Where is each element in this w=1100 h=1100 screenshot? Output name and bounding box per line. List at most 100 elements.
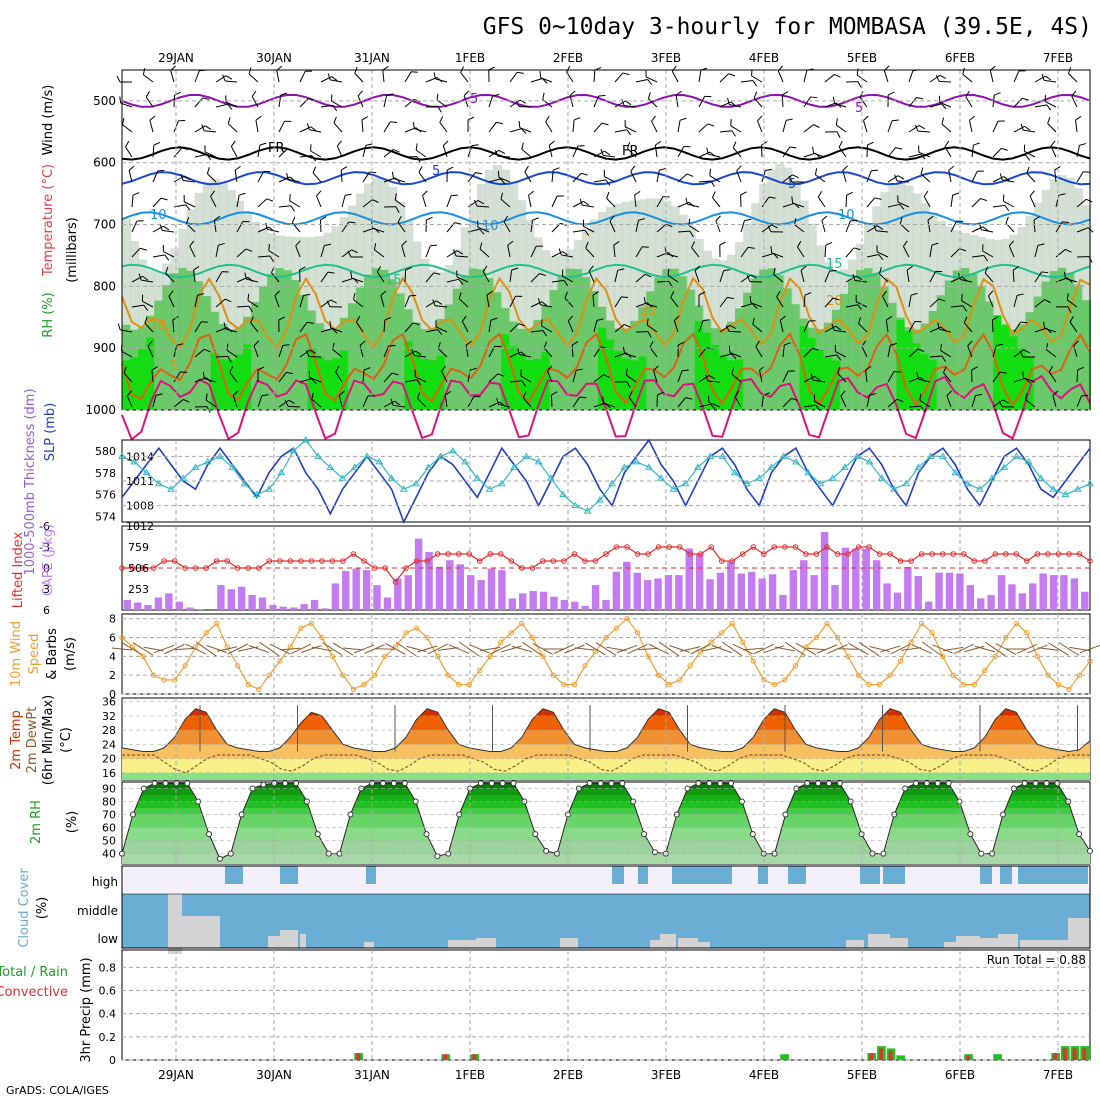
wind-barb — [509, 267, 519, 283]
wind-barb — [810, 373, 826, 383]
wind-barb — [992, 343, 1003, 358]
cloud-gap — [476, 938, 496, 948]
rh-shade — [654, 277, 664, 410]
wind-barb — [992, 399, 1009, 408]
wind-barb — [656, 167, 666, 183]
rh-point — [923, 780, 930, 787]
barb-flag — [128, 165, 135, 171]
barb-flag — [564, 291, 568, 299]
barb-staff — [404, 379, 417, 383]
thickness-point — [1073, 485, 1082, 492]
barb-staff — [1073, 345, 1078, 358]
wind-barb — [501, 645, 522, 653]
barb-flag — [401, 240, 407, 246]
rh-shade — [404, 341, 414, 410]
barb-flag — [308, 98, 316, 102]
barb-flag — [268, 243, 270, 251]
barb-flag — [645, 70, 647, 77]
cloud-high-block — [280, 866, 298, 884]
wind-barb — [122, 117, 133, 133]
barb-staff — [173, 147, 183, 158]
cape-bar — [342, 570, 350, 610]
wind-barb — [1034, 75, 1052, 83]
wind-barb — [894, 174, 910, 183]
wind-barb — [998, 400, 1015, 408]
barb-flag — [728, 345, 731, 353]
barb-staff — [866, 170, 872, 183]
barb-staff — [761, 196, 770, 208]
barb-flag — [558, 248, 562, 256]
wind-barb — [295, 240, 301, 258]
wind-barb — [528, 190, 535, 208]
wind-barb — [812, 146, 826, 158]
rh-shade — [896, 319, 906, 410]
y-tick-label: 2 — [109, 669, 116, 682]
barb-staff — [604, 176, 616, 183]
barb-flag — [503, 215, 509, 222]
barb-staff — [213, 220, 217, 233]
barb-staff — [992, 148, 1002, 158]
y-tick-label: 253 — [128, 583, 149, 596]
barb-flag — [598, 95, 606, 97]
barb-flag — [682, 369, 689, 372]
barb-flag — [984, 266, 989, 274]
barb-staff — [688, 225, 700, 233]
wind-barb — [305, 350, 322, 358]
cloud-gap — [300, 934, 306, 948]
wind-barb — [824, 241, 833, 258]
barb-flag — [519, 99, 526, 104]
cape-bar — [779, 595, 787, 610]
barb-staff — [548, 145, 553, 158]
wind-barb — [887, 371, 901, 383]
wind-barb — [353, 292, 364, 308]
wind-barb — [236, 305, 253, 313]
barb-flag — [496, 121, 503, 125]
cape-bar — [269, 605, 277, 610]
barb-staff — [404, 350, 416, 358]
barb-staff — [267, 228, 280, 233]
barb-flag — [548, 140, 555, 146]
wind-speed-point — [434, 653, 441, 660]
barb-flag — [576, 368, 583, 371]
y-tick-label: 700 — [93, 218, 116, 232]
li-point — [340, 558, 346, 564]
wind-barb — [992, 371, 1007, 383]
wind-barb — [320, 104, 338, 112]
barb-staff — [961, 300, 973, 308]
barb-flag — [630, 165, 636, 172]
barb-flag — [1020, 321, 1028, 324]
contour-label: 15 — [826, 257, 843, 272]
thickness-point — [1037, 474, 1045, 481]
li-point — [350, 551, 357, 557]
wind-barb — [567, 315, 574, 333]
rh-shade — [783, 288, 793, 410]
barb-flag — [886, 315, 893, 321]
barb-staff — [813, 379, 826, 383]
contour-label: 20 — [826, 294, 843, 309]
wind-barb — [902, 240, 910, 258]
wind-barb — [390, 398, 406, 408]
wind-barb — [333, 116, 343, 133]
rh-shade — [315, 235, 325, 410]
rh-shade — [194, 281, 204, 410]
wind-barb — [572, 172, 588, 183]
barb-staff — [859, 96, 868, 108]
barb-flag — [897, 195, 899, 203]
x-tick-label: 3FEB — [651, 51, 681, 65]
wind-barb — [1037, 647, 1058, 651]
barb-staff — [687, 203, 700, 208]
barb-flag — [494, 150, 499, 157]
barb-staff — [698, 403, 711, 408]
rh-shade — [339, 216, 349, 410]
barb-flag — [752, 317, 755, 325]
barb-flag — [210, 190, 215, 197]
barb-flag — [295, 240, 301, 247]
barb-staff — [257, 171, 265, 183]
wind-barb — [740, 246, 755, 258]
y-tick-label: 70 — [102, 809, 116, 822]
barb-flag — [475, 172, 483, 175]
barb-staff — [335, 371, 343, 383]
wind-speed-point — [371, 672, 378, 678]
barb-staff — [194, 321, 202, 333]
barb-staff — [866, 197, 876, 208]
